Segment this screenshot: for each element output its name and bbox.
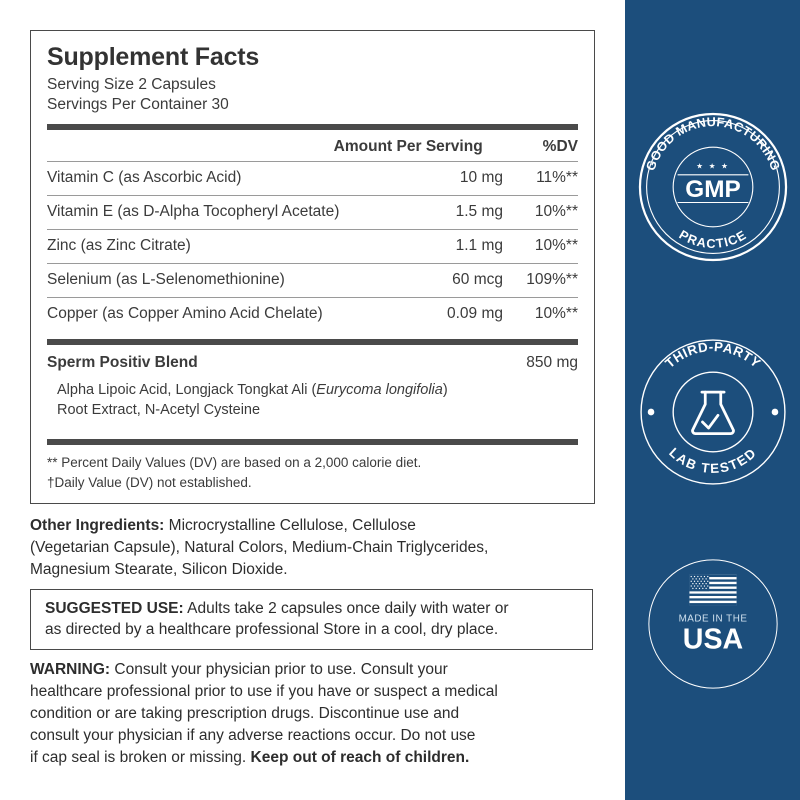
svg-text:PRACTICE: PRACTICE bbox=[676, 227, 749, 251]
svg-text:USA: USA bbox=[682, 624, 742, 656]
svg-text:LAB TESTED: LAB TESTED bbox=[666, 445, 759, 476]
svg-text:THIRD-PARTY: THIRD-PARTY bbox=[662, 339, 764, 371]
svg-text:MADE IN THE: MADE IN THE bbox=[678, 614, 747, 625]
svg-text:GMP: GMP bbox=[685, 176, 740, 203]
svg-text:★ ★ ★: ★ ★ ★ bbox=[696, 162, 729, 171]
